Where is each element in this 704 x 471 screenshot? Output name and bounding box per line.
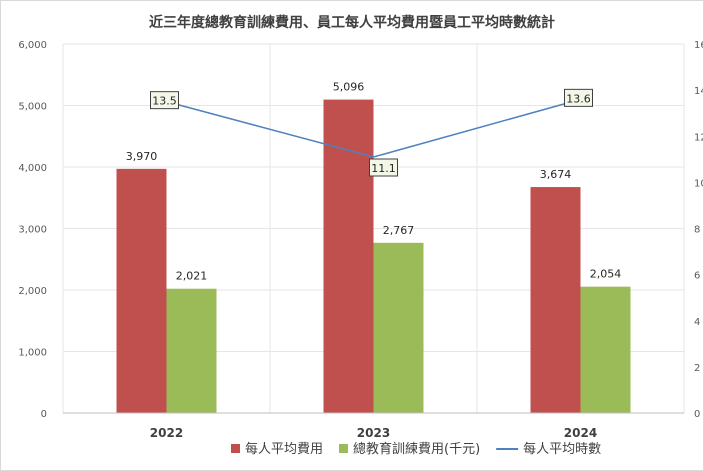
y-right-tick-label: 2 — [694, 363, 700, 374]
bar — [166, 288, 217, 413]
x-tick-label: 2024 — [564, 426, 597, 440]
y-right-tick-label: 12 — [694, 132, 703, 143]
legend-label: 每人平均費用 — [245, 441, 323, 457]
x-tick-label: 2023 — [357, 426, 390, 440]
bar-data-label: 3,970 — [126, 150, 158, 163]
y-right-tick-label: 8 — [694, 225, 700, 236]
line-data-label: 11.1 — [371, 162, 396, 175]
legend-label: 總教育訓練費用(千元) — [353, 441, 480, 457]
y-right-tick-label: 4 — [694, 317, 700, 328]
y-right-tick-label: 14 — [694, 86, 703, 97]
y-right-tick-label: 0 — [694, 409, 700, 420]
y-left-tick-label: 1,000 — [18, 348, 47, 359]
line-label-box — [369, 158, 398, 177]
bar — [116, 168, 167, 413]
bar — [580, 286, 631, 413]
bar — [530, 187, 581, 413]
line-data-label: 13.5 — [152, 95, 177, 108]
chart-title: 近三年度總教育訓練費用、員工每人平均費用暨員工平均時數統計 — [149, 14, 555, 31]
y-left-tick-label: 0 — [41, 409, 47, 420]
bar — [373, 242, 424, 413]
axes: 0 1,000 2,000 3,000 4,000 5,000 6,000 0 2 4 6 8 10 12… — [18, 40, 703, 440]
y-left-tick-label: 5,000 — [18, 102, 47, 113]
bar-data-label: 3,674 — [540, 168, 572, 181]
legend: 每人平均費用 總教育訓練費用(千元) 每人平均時數 — [231, 441, 601, 457]
y-left-tick-label: 4,000 — [18, 163, 47, 174]
bar-data-label: 2,021 — [176, 270, 208, 283]
y-right-tick-label: 6 — [694, 271, 700, 282]
legend-swatch — [339, 444, 349, 453]
y-left-tick-label: 2,000 — [18, 286, 47, 297]
data-labels: 3,970 5,096 3,674 2,021 2,767 2,054 13.5 11.1 13… — [126, 81, 622, 283]
x-tick-label: 2022 — [150, 426, 183, 440]
series-line — [166, 98, 581, 158]
line-data-label: 13.6 — [566, 92, 591, 105]
plot-area — [116, 98, 631, 413]
bar-data-label: 2,054 — [590, 268, 622, 281]
bar-data-label: 5,096 — [333, 81, 365, 94]
y-left-tick-label: 3,000 — [18, 225, 47, 236]
bar-data-label: 2,767 — [383, 224, 415, 237]
line-label-box — [564, 88, 593, 107]
y-right-tick-label: 16 — [694, 40, 703, 51]
legend-label: 每人平均時數 — [523, 441, 601, 457]
y-left-tick-label: 6,000 — [18, 40, 47, 51]
line-label-box — [150, 91, 179, 110]
legend-swatch — [231, 444, 240, 453]
y-right-tick-label: 10 — [694, 178, 703, 189]
bar — [323, 99, 374, 413]
